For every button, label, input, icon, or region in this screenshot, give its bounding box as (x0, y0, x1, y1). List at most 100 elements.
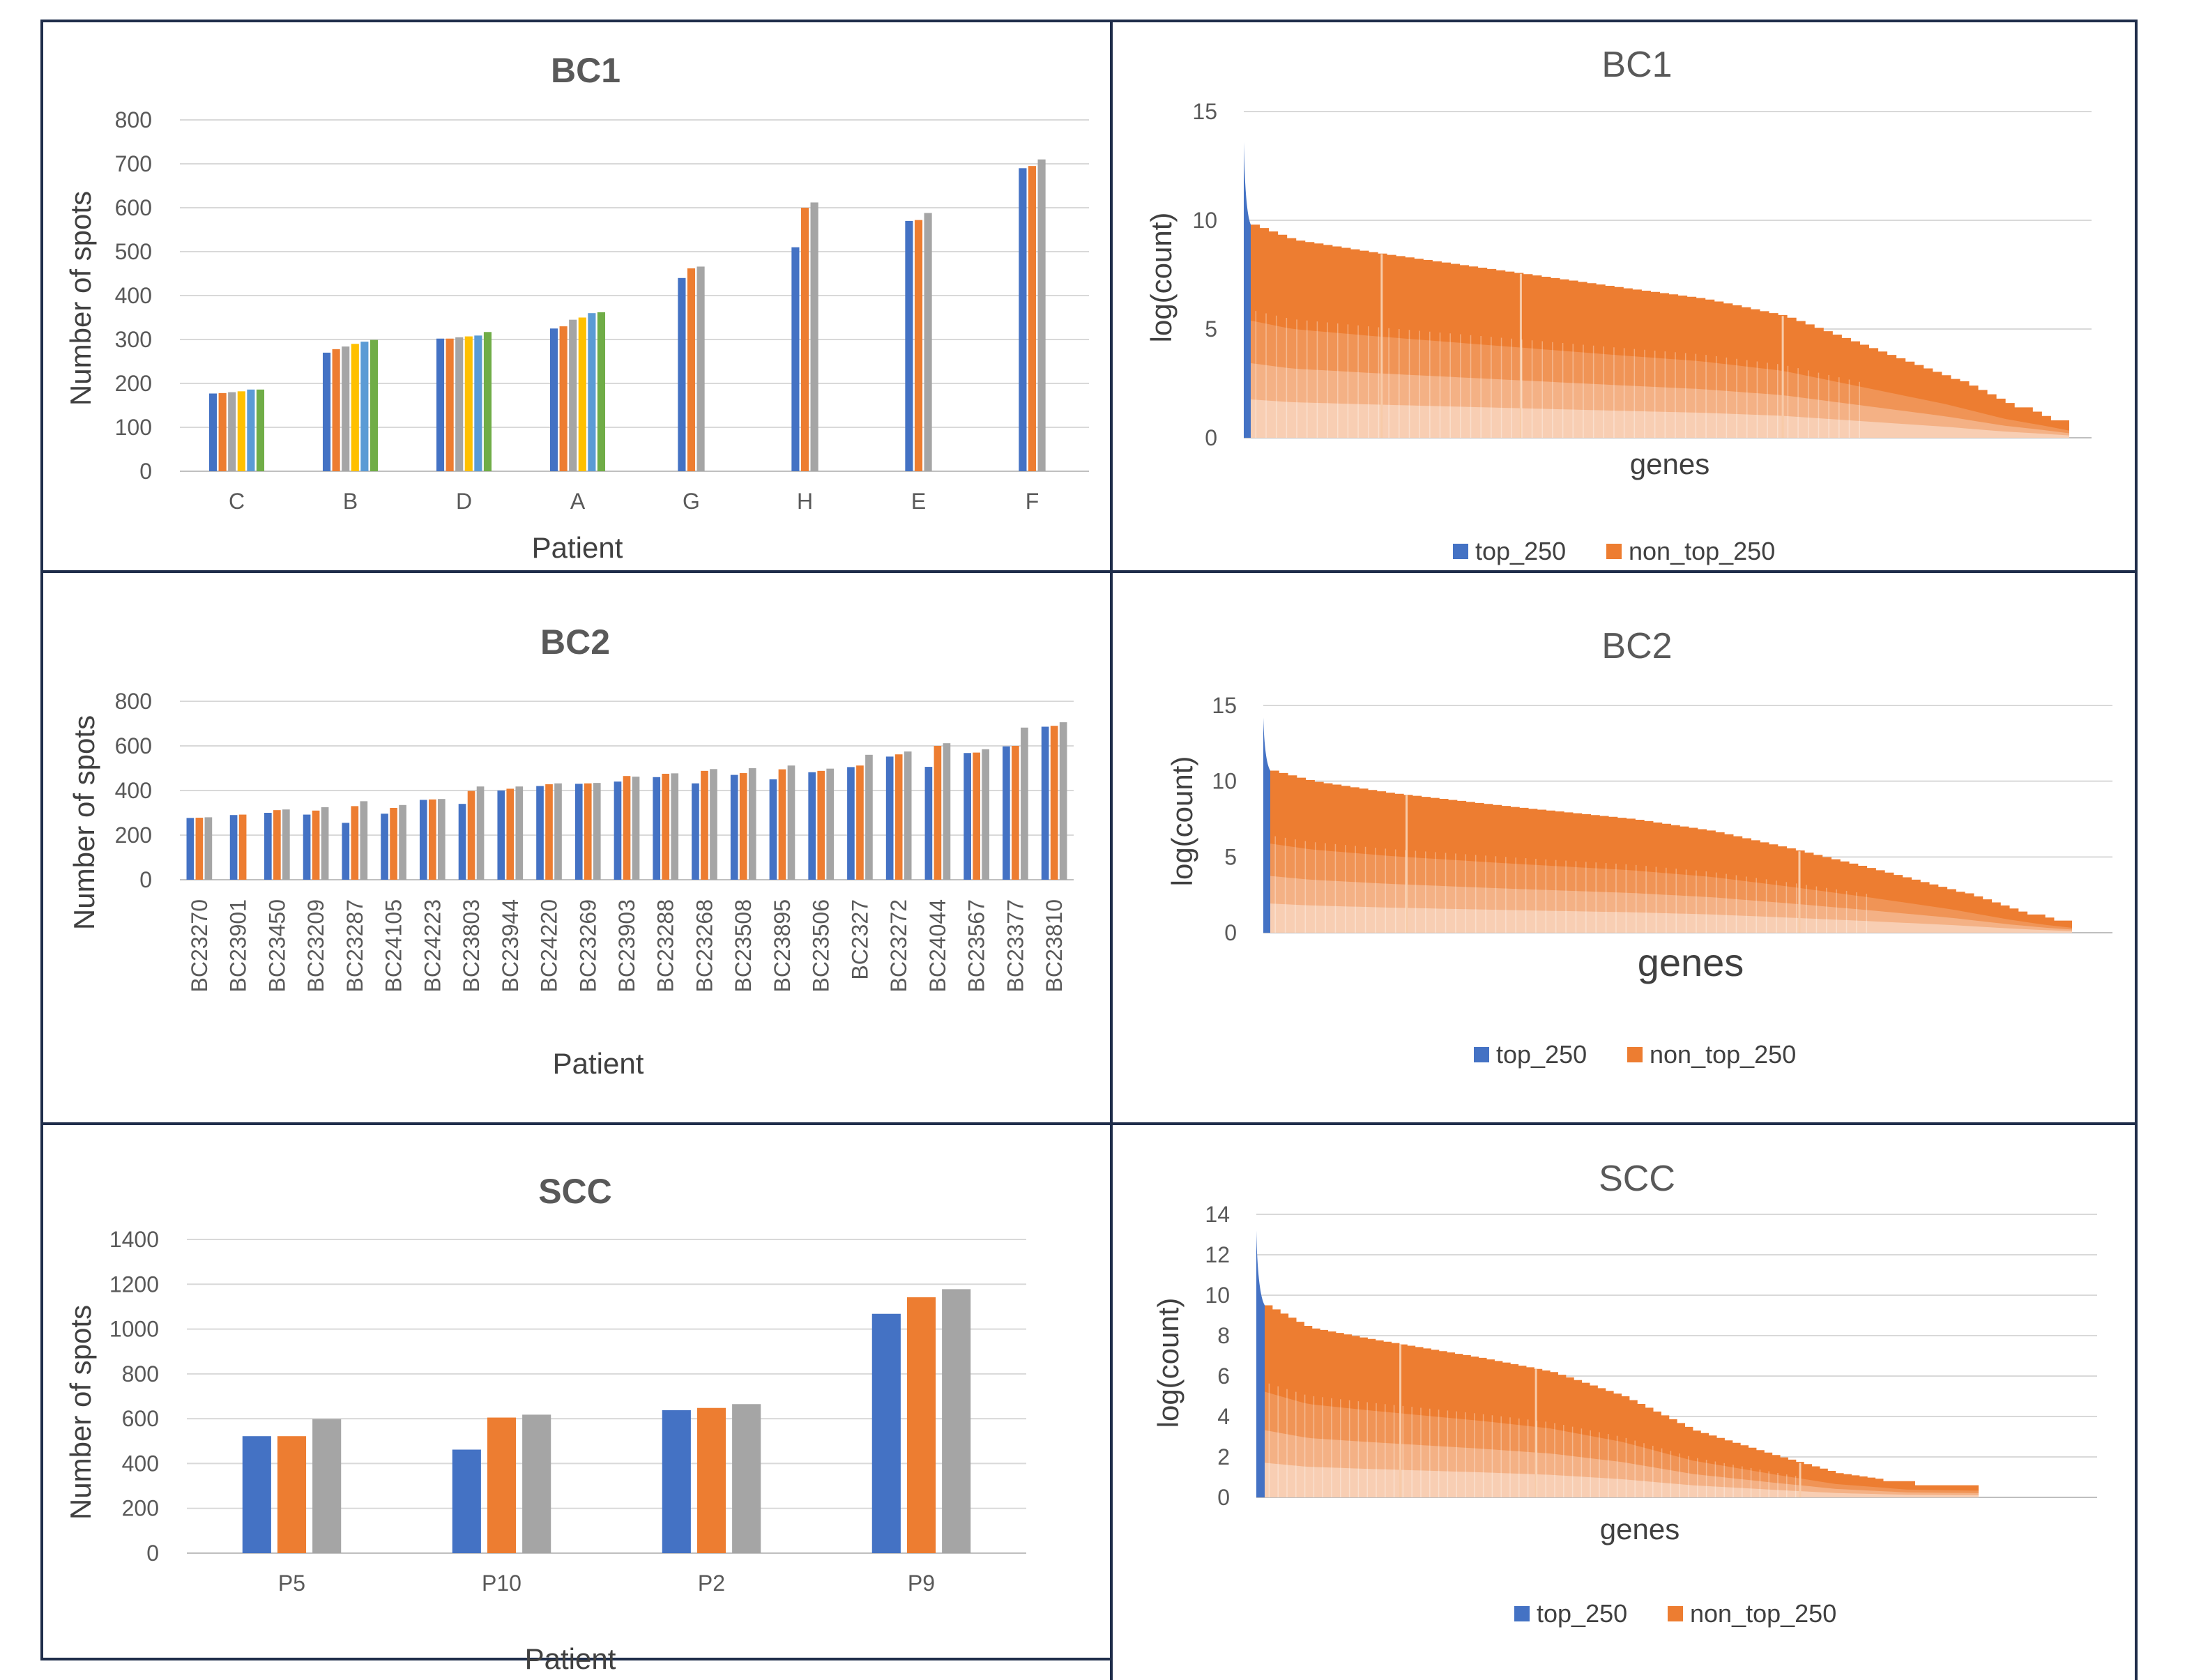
x-tick-label: BC23209 (303, 899, 328, 992)
bar-chart-bc2: 0 200 400 600 800 BC23270 BC23901 BC23450 BC232… (68, 623, 1074, 1080)
bar (632, 777, 640, 880)
bar (273, 810, 281, 880)
area-chart-title: BC2 (1601, 626, 1672, 666)
bar (256, 389, 265, 471)
bar (1059, 722, 1067, 880)
x-tick-label: BC23901 (226, 899, 251, 992)
bar (1050, 726, 1058, 880)
x-axis-title: genes (1600, 1513, 1680, 1545)
non-top-250-band (1265, 1463, 1979, 1497)
bar (791, 247, 800, 471)
x-tick-label: B (343, 489, 358, 514)
bar (800, 208, 809, 471)
bar (229, 815, 238, 880)
bar (452, 1449, 481, 1553)
legend-label-non-top-250: non_top_250 (1629, 537, 1775, 565)
y-tick-label: 1400 (109, 1227, 159, 1252)
bar (593, 783, 601, 880)
legend-label-non-top-250: non_top_250 (1690, 1599, 1836, 1628)
bar (687, 268, 696, 471)
x-tick-label: BC23508 (731, 899, 756, 992)
bar (497, 791, 505, 880)
bar (487, 1417, 517, 1553)
bar (559, 326, 568, 471)
y-tick-label: 200 (122, 1496, 159, 1521)
bar (574, 784, 583, 880)
y-tick-label: 0 (139, 459, 152, 484)
x-tick-label: BC23895 (770, 899, 795, 992)
y-tick-label: 1000 (109, 1317, 159, 1342)
y-tick-label: 0 (139, 867, 152, 892)
bar (942, 1289, 971, 1553)
y-axis-title: log(count) (1152, 1298, 1185, 1428)
bar (730, 774, 738, 880)
bar (671, 773, 679, 880)
bar (964, 753, 971, 880)
non-top-250-band (1265, 1391, 1979, 1497)
bar (458, 804, 466, 880)
bar (321, 807, 329, 880)
non-top-250-band (1270, 876, 2072, 933)
non-top-250-band (1251, 320, 2069, 438)
legend-swatch-non-top-250 (1668, 1606, 1683, 1621)
bar (303, 814, 311, 880)
y-tick-label: 4 (1217, 1404, 1230, 1429)
bar (322, 352, 331, 471)
x-tick-label: C (229, 489, 245, 514)
bar-chart-title: SCC (538, 1172, 612, 1211)
bar (701, 770, 708, 880)
bar (662, 1410, 691, 1553)
bar (696, 266, 705, 471)
area-chart-title: SCC (1599, 1159, 1675, 1199)
bar (536, 786, 544, 880)
y-tick-label: 2 (1217, 1444, 1230, 1469)
y-tick-label: 200 (115, 371, 152, 396)
bar (1037, 159, 1046, 471)
y-tick-label: 0 (1205, 425, 1217, 450)
bar (904, 751, 912, 880)
y-tick-label: 300 (115, 327, 152, 352)
bar (973, 752, 980, 880)
bar (739, 773, 747, 880)
bar (186, 818, 195, 880)
bar (696, 1407, 726, 1553)
area-chart-title: BC1 (1601, 45, 1672, 85)
bar (419, 800, 427, 880)
x-tick-label: D (456, 489, 472, 514)
x-tick-label: BC23377 (1003, 899, 1028, 992)
y-tick-label: 0 (1217, 1485, 1230, 1510)
x-tick-label: BC23272 (886, 899, 911, 992)
bar (381, 814, 388, 880)
non-top-250-band (1270, 903, 2072, 933)
y-tick-label: 100 (115, 415, 152, 440)
x-tick-label: BC23803 (459, 899, 484, 992)
y-tick-label: 1200 (109, 1272, 159, 1297)
bar (856, 765, 864, 880)
x-tick-label: BC24220 (537, 899, 562, 992)
bar (748, 768, 756, 880)
y-tick-label: 400 (122, 1451, 159, 1476)
y-tick-label: 5 (1205, 316, 1217, 342)
x-axis-title: genes (1638, 940, 1744, 984)
bar (237, 391, 245, 471)
x-tick-label: P10 (482, 1571, 521, 1596)
bar (228, 392, 236, 471)
bar (554, 783, 562, 880)
y-tick-label: 800 (115, 689, 152, 714)
y-tick-label: 10 (1212, 769, 1237, 794)
bar (522, 1414, 551, 1553)
bar (810, 202, 818, 471)
bar (885, 756, 894, 880)
bar (342, 823, 350, 880)
y-tick-label: 400 (115, 283, 152, 308)
legend-swatch-top-250 (1453, 544, 1468, 559)
bar (1019, 168, 1027, 472)
x-axis-title: Patient (532, 531, 623, 564)
bar (847, 767, 855, 880)
y-tick-label: 0 (146, 1541, 159, 1566)
bar (360, 342, 369, 471)
legend-label-top-250: top_250 (1496, 1040, 1587, 1069)
x-tick-label: P2 (698, 1571, 725, 1596)
y-tick-label: 600 (115, 195, 152, 220)
